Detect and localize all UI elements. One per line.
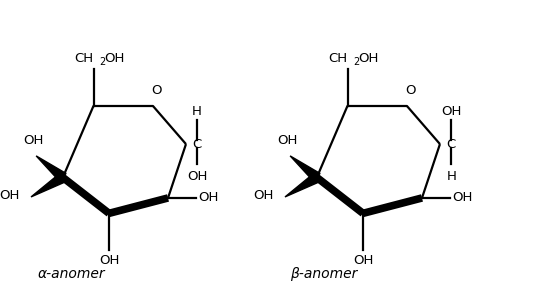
Text: O: O [406,84,416,98]
Text: OH: OH [198,191,218,204]
Polygon shape [31,173,66,197]
Text: C: C [192,138,202,150]
Text: H: H [446,170,456,183]
Text: OH: OH [277,134,298,147]
Text: OH: OH [358,51,379,64]
Text: OH: OH [187,170,207,183]
Polygon shape [285,173,319,197]
Text: C: C [447,138,456,150]
Polygon shape [36,156,66,182]
Text: OH: OH [253,189,274,202]
Text: H: H [191,105,201,118]
Text: OH: OH [441,105,462,118]
Text: OH: OH [23,134,44,147]
Text: β-anomer: β-anomer [290,267,358,281]
Text: OH: OH [452,191,472,204]
Text: 2: 2 [353,57,360,67]
Text: 2: 2 [100,57,106,67]
Text: OH: OH [0,189,20,202]
Polygon shape [290,156,320,182]
Text: OH: OH [104,51,125,64]
Text: O: O [151,84,162,98]
Text: OH: OH [99,254,119,267]
Text: CH: CH [328,51,348,64]
FancyBboxPatch shape [8,0,533,301]
Text: α-anomer: α-anomer [37,267,105,281]
Text: CH: CH [75,51,94,64]
Text: OH: OH [353,254,373,267]
